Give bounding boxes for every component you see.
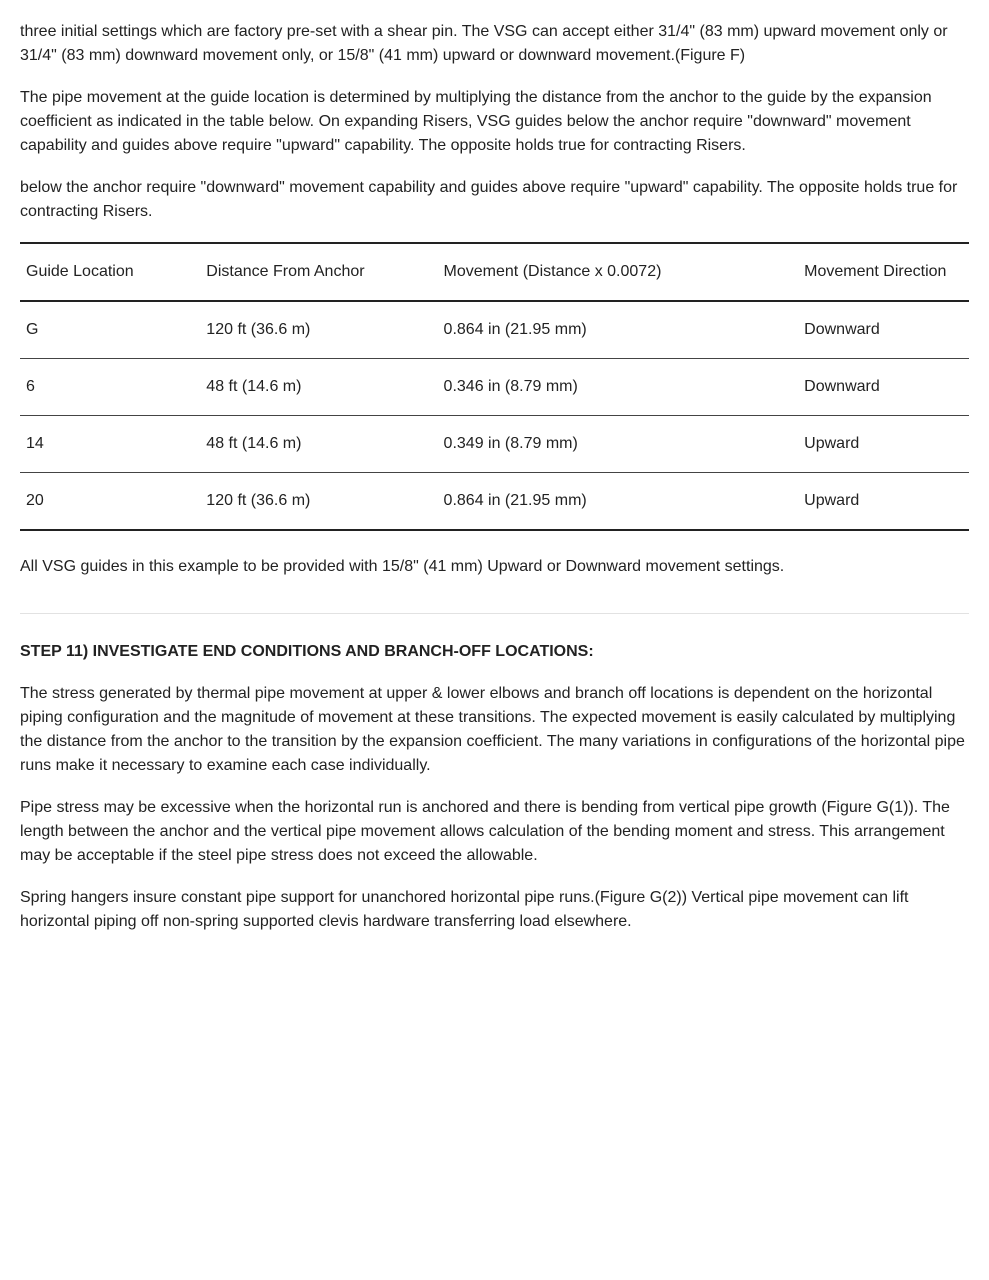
cell-guide-location: G	[20, 301, 200, 359]
header-distance: Distance From Anchor	[200, 243, 437, 301]
table-row: 14 48 ft (14.6 m) 0.349 in (8.79 mm) Upw…	[20, 416, 969, 473]
intro-paragraph-3: below the anchor require "downward" move…	[20, 176, 969, 224]
cell-distance: 48 ft (14.6 m)	[200, 416, 437, 473]
cell-movement: 0.864 in (21.95 mm)	[438, 473, 799, 531]
cell-distance: 120 ft (36.6 m)	[200, 473, 437, 531]
cell-guide-location: 6	[20, 359, 200, 416]
step-11-paragraph-2: Pipe stress may be excessive when the ho…	[20, 796, 969, 868]
table-row: G 120 ft (36.6 m) 0.864 in (21.95 mm) Do…	[20, 301, 969, 359]
table-row: 20 120 ft (36.6 m) 0.864 in (21.95 mm) U…	[20, 473, 969, 531]
section-divider	[20, 613, 969, 614]
cell-direction: Upward	[798, 473, 969, 531]
cell-guide-location: 14	[20, 416, 200, 473]
header-direction: Movement Direction	[798, 243, 969, 301]
step-11-paragraph-1: The stress generated by thermal pipe mov…	[20, 682, 969, 778]
step-11-title: STEP 11) INVESTIGATE END CONDITIONS AND …	[20, 640, 969, 664]
cell-distance: 120 ft (36.6 m)	[200, 301, 437, 359]
cell-movement: 0.346 in (8.79 mm)	[438, 359, 799, 416]
intro-paragraph-1: three initial settings which are factory…	[20, 20, 969, 68]
header-guide-location: Guide Location	[20, 243, 200, 301]
table-row: 6 48 ft (14.6 m) 0.346 in (8.79 mm) Down…	[20, 359, 969, 416]
header-movement: Movement (Distance x 0.0072)	[438, 243, 799, 301]
step-11-paragraph-3: Spring hangers insure constant pipe supp…	[20, 886, 969, 934]
cell-guide-location: 20	[20, 473, 200, 531]
cell-movement: 0.864 in (21.95 mm)	[438, 301, 799, 359]
guide-movement-table: Guide Location Distance From Anchor Move…	[20, 242, 969, 531]
cell-direction: Downward	[798, 359, 969, 416]
intro-paragraph-2: The pipe movement at the guide location …	[20, 86, 969, 158]
cell-direction: Downward	[798, 301, 969, 359]
table-footnote: All VSG guides in this example to be pro…	[20, 555, 969, 579]
table-header-row: Guide Location Distance From Anchor Move…	[20, 243, 969, 301]
cell-movement: 0.349 in (8.79 mm)	[438, 416, 799, 473]
cell-distance: 48 ft (14.6 m)	[200, 359, 437, 416]
cell-direction: Upward	[798, 416, 969, 473]
